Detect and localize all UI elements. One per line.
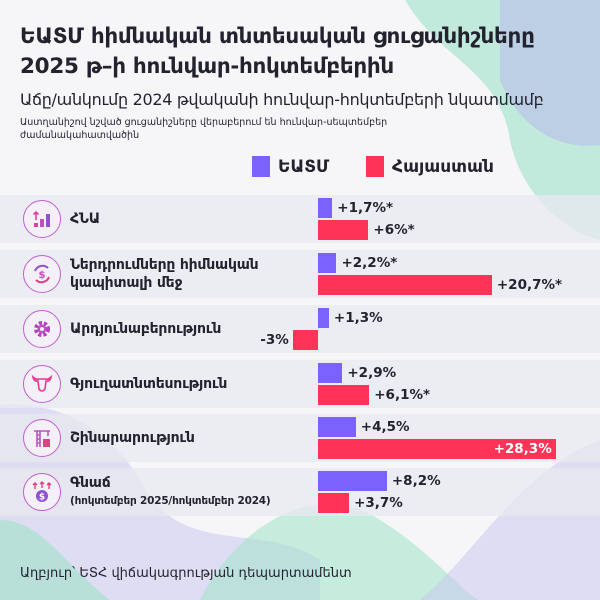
legend-eaeu: ԵԱՏՄ [252, 156, 329, 177]
bar-eaeu [318, 308, 329, 328]
label-subtext: (հոկտեմբեր 2025/հոկտեմբեր 2024) [70, 495, 271, 507]
cow-icon [23, 365, 61, 403]
bar-armenia [318, 275, 492, 295]
legend-label-eaeu: ԵԱՏՄ [278, 156, 330, 177]
page-title: ԵԱՏՄ հիմնական տնտեսական ցուցանիշները 202… [20, 22, 535, 82]
bar-armenia [318, 493, 350, 513]
legend-armenia: Հայաստան [366, 156, 494, 177]
data-label: +2,2%* [341, 255, 398, 271]
indicator-row [0, 360, 600, 408]
bar-eaeu [318, 471, 387, 491]
bar-eaeu [318, 417, 356, 437]
legend-label-armenia: Հայաստան [392, 156, 494, 177]
bar-armenia [318, 439, 556, 459]
title-line-2: 2025 թ–ի հունվար-հոկտեմբերին [20, 54, 394, 79]
data-label: +4,5% [360, 419, 410, 435]
data-label: +20,7%* [496, 277, 563, 293]
legend-swatch-armenia [366, 156, 384, 177]
footnote-asterisk: Աստղանիշով նշված ցուցանիշները վերաբերում… [20, 117, 388, 141]
data-label: +8,2% [391, 473, 441, 489]
svg-text:$: $ [39, 270, 46, 281]
bar-eaeu [318, 363, 343, 383]
data-label: +6,1%* [374, 387, 431, 403]
label-text: Գնաճ [70, 475, 111, 491]
indicator-label: ՀՆԱ [70, 211, 100, 227]
bar-armenia [318, 385, 370, 405]
indicator-row [0, 250, 600, 298]
indicator-label: Գյուղատնտեսություն [70, 376, 228, 392]
data-label: +1,7%* [337, 200, 394, 216]
gdp-chart-icon [23, 200, 61, 238]
investment-cycle-icon: $ [23, 255, 61, 293]
bar-armenia [318, 220, 369, 240]
crane-icon [23, 419, 61, 457]
source-note: Աղբյուր՝ ԵՏՀ վիճակագրության դեպարտամենտ [20, 566, 352, 581]
data-label: -3% [260, 332, 289, 348]
bar-eaeu [318, 198, 333, 218]
data-label: +6%* [373, 222, 415, 238]
indicator-label: Ներդրումները հիմնական կապիտալի մեջ [70, 257, 259, 291]
title-line-1: ԵԱՏՄ հիմնական տնտեսական ցուցանիշները [20, 24, 535, 49]
bar-armenia [292, 330, 318, 350]
data-label: +1,3% [333, 310, 383, 326]
indicator-row [0, 195, 600, 243]
bar-eaeu [318, 253, 337, 273]
gear-icon [23, 310, 61, 348]
svg-text:$: $ [39, 493, 45, 503]
data-label: +28,3% [493, 441, 552, 457]
indicator-row [0, 468, 600, 516]
data-label: +3,7% [354, 495, 403, 511]
legend-swatch-eaeu [252, 156, 270, 177]
subtitle: Աճը/անկումը 2024 թվականի հունվար-հոկտեմբ… [20, 90, 544, 109]
indicator-label: Արդյունաբերություն [70, 321, 222, 337]
price-rise-icon: $ [23, 473, 61, 511]
data-label: +2,9% [347, 365, 397, 381]
indicator-label: Շինարարություն [70, 430, 195, 446]
indicator-label: Գնաճ (հոկտեմբեր 2025/հոկտեմբեր 2024) [70, 474, 271, 510]
